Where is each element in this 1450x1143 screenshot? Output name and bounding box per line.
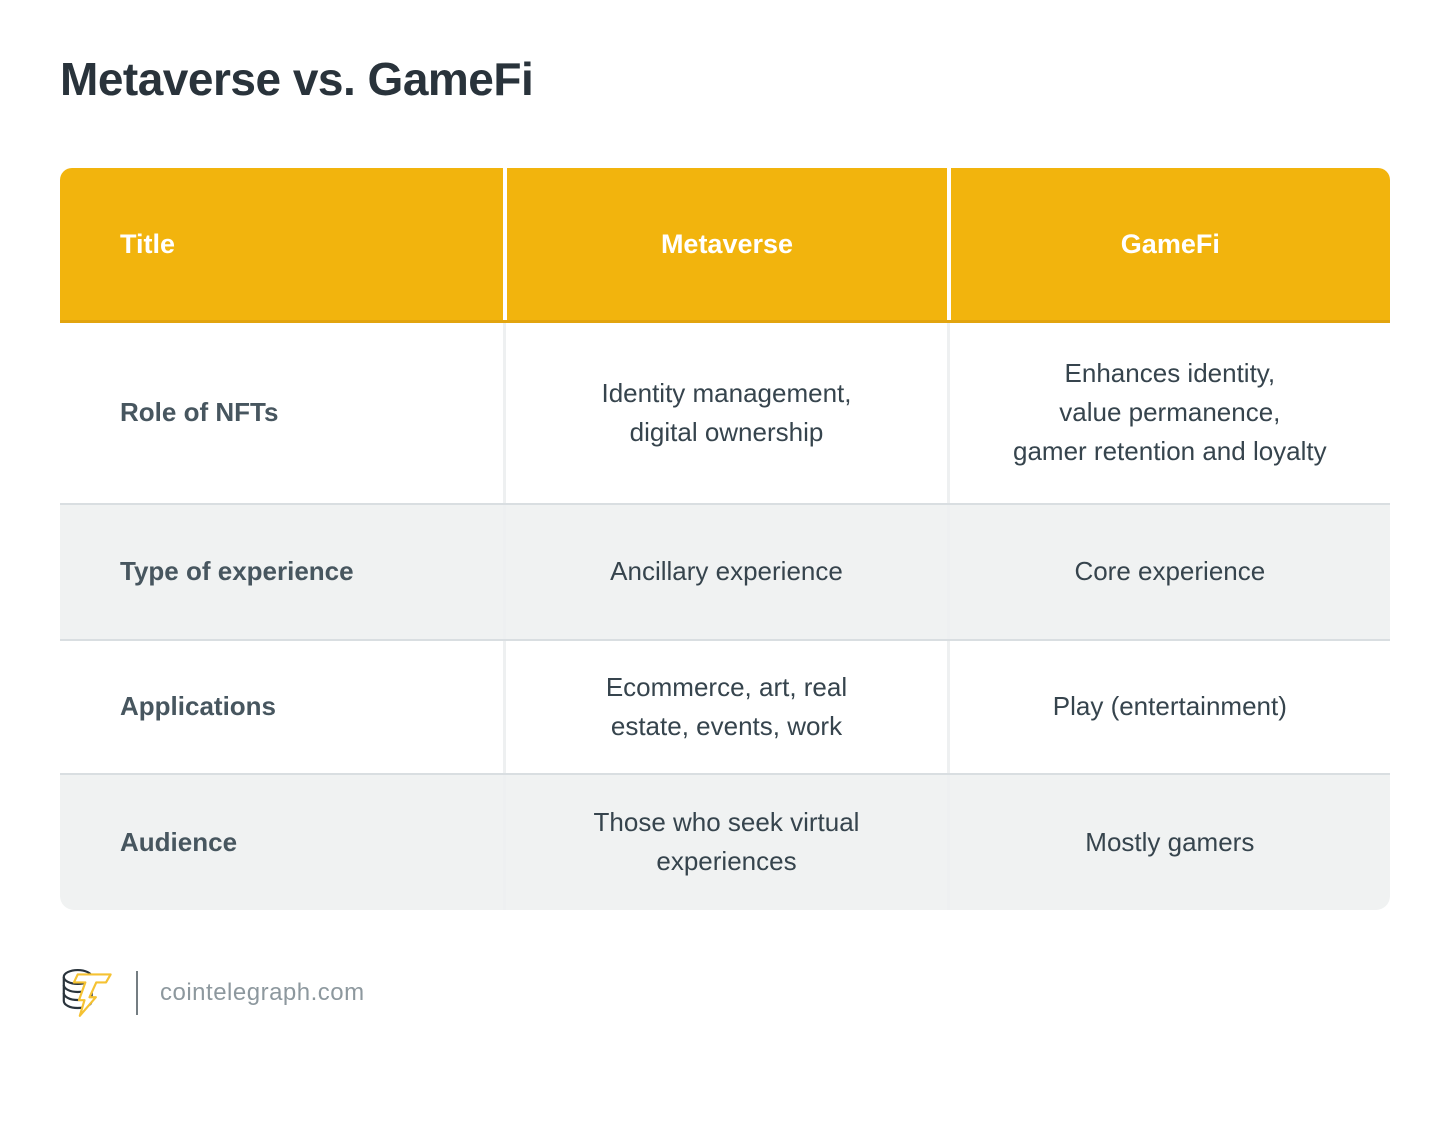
cointelegraph-logo-icon — [60, 965, 114, 1021]
header-cell-metaverse: Metaverse — [503, 167, 946, 320]
table-header-row: Title Metaverse GameFi — [60, 167, 1390, 323]
table-row-role-of-nfts: Role of NFTs Identity management, digita… — [60, 322, 1390, 503]
row-label: Applications — [120, 691, 277, 722]
gamefi-cell: Mostly gamers — [946, 774, 1390, 910]
table-row-audience: Audience Those who seek virtual experien… — [60, 772, 1390, 910]
footer-site-text: cointelegraph.com — [160, 978, 365, 1006]
header-cell-title: Title — [120, 228, 176, 259]
row-label: Role of NFTs — [120, 397, 279, 428]
row-label: Type of experience — [120, 556, 354, 587]
gamefi-cell: Play (entertainment) — [946, 640, 1390, 773]
row-label: Audience — [120, 826, 238, 857]
metaverse-cell: Ancillary experience — [503, 504, 946, 639]
table-row-applications: Applications Ecommerce, art, real estate… — [60, 638, 1390, 773]
footer: cointelegraph.com — [60, 962, 1390, 1024]
footer-divider — [136, 970, 138, 1015]
page-title: Metaverse vs. GameFi — [60, 53, 534, 105]
metaverse-cell: Ecommerce, art, real estate, events, wor… — [503, 640, 946, 773]
metaverse-cell: Those who seek virtual experiences — [503, 774, 946, 910]
metaverse-cell: Identity management, digital ownership — [503, 322, 946, 503]
gamefi-cell: Enhances identity, value permanence, gam… — [946, 322, 1390, 503]
header-cell-gamefi: GameFi — [946, 167, 1390, 320]
gamefi-cell: Core experience — [946, 504, 1390, 639]
comparison-table: Title Metaverse GameFi Role of NFTs Iden… — [60, 167, 1390, 910]
table-row-type-of-experience: Type of experience Ancillary experience … — [60, 502, 1390, 639]
page: Metaverse vs. GameFi Title Metaverse Gam… — [0, 50, 1450, 1143]
